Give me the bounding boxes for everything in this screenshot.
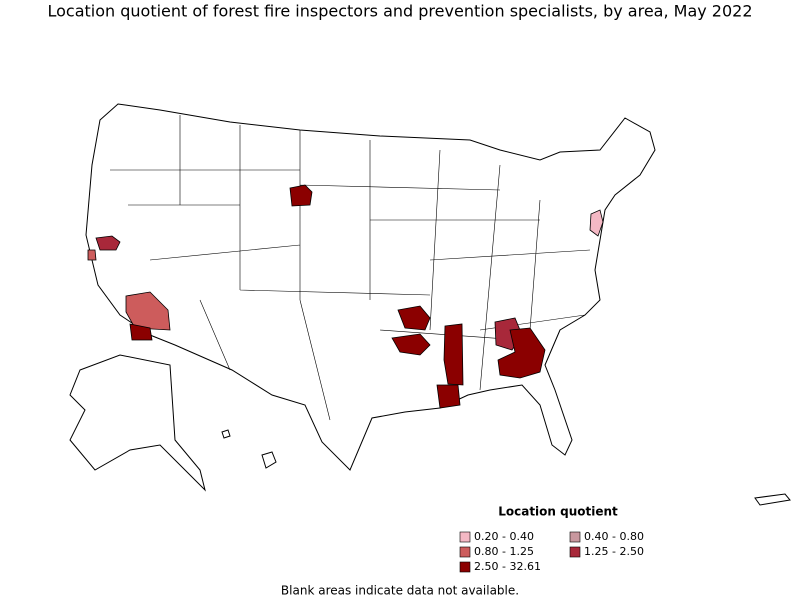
us-map [69, 103, 791, 506]
puerto-rico [754, 493, 791, 506]
hawaii-big-island [261, 451, 277, 469]
shaded-area [397, 305, 431, 331]
shaded-area [443, 323, 464, 386]
legend-title: Location quotient [498, 505, 618, 519]
shaded-area [436, 384, 461, 409]
legend-label: 0.40 - 0.80 [584, 530, 644, 543]
shaded-area [95, 235, 121, 251]
shaded-area [87, 249, 97, 261]
shaded-area [125, 291, 171, 331]
alaska [69, 354, 206, 492]
hawaii [221, 429, 231, 439]
legend-label: 0.80 - 1.25 [474, 545, 534, 558]
legend-swatch [569, 546, 581, 558]
shaded-area [129, 323, 153, 341]
area-boundaries [110, 115, 591, 421]
contiguous-us [85, 103, 656, 471]
shaded-area [391, 333, 431, 356]
shaded-areas [87, 184, 604, 409]
legend-label: 0.20 - 0.40 [474, 530, 534, 543]
legend-swatch [459, 561, 471, 573]
legend-swatch [569, 531, 581, 543]
legend-swatch [459, 546, 471, 558]
map-title: Location quotient of forest fire inspect… [47, 2, 752, 21]
legend-label: 2.50 - 32.61 [474, 560, 541, 573]
shaded-area [497, 327, 546, 379]
shaded-area [289, 184, 313, 207]
legend-label: 1.25 - 2.50 [584, 545, 644, 558]
legend: 0.20 - 0.40 0.40 - 0.80 0.80 - 1.25 1.25 - … [459, 530, 644, 573]
footnote: Blank areas indicate data not available. [281, 584, 519, 598]
legend-swatch [459, 531, 471, 543]
shaded-area [589, 209, 604, 237]
